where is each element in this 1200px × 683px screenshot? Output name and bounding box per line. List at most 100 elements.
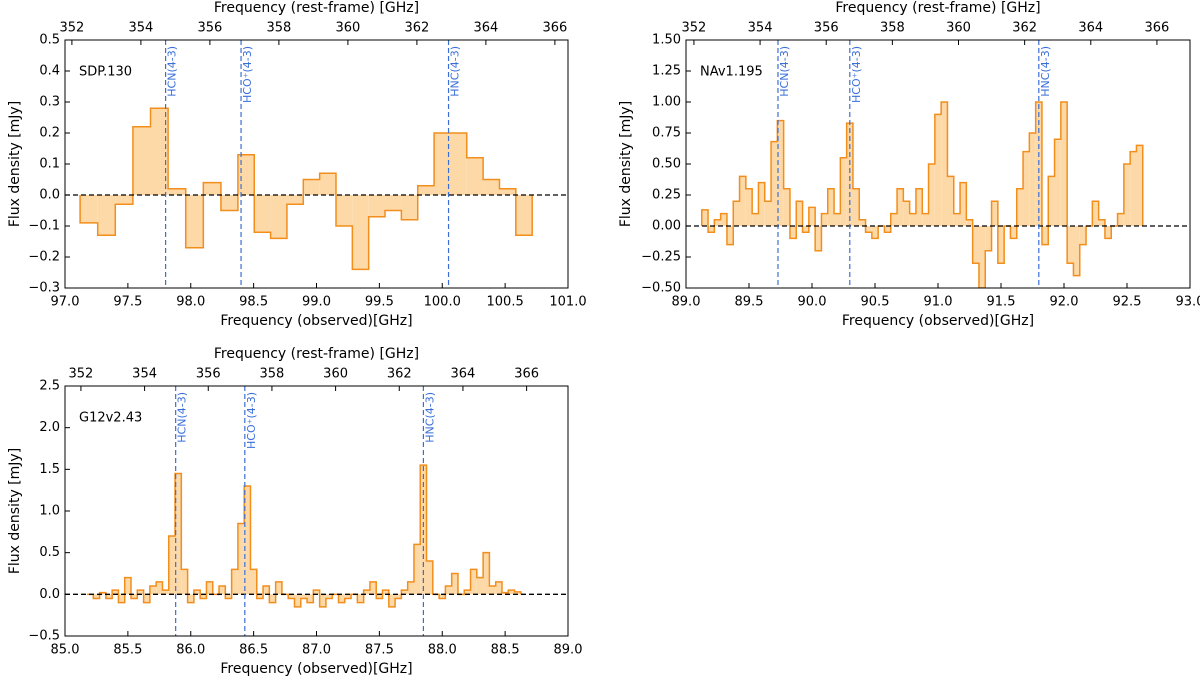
flux-bin-fill	[884, 226, 891, 233]
flux-bin-fill	[909, 213, 916, 226]
flux-bin-fill	[200, 594, 207, 599]
y-tick-label: 0.4	[39, 64, 60, 79]
x2-axis-label: Frequency (rest-frame) [GHz]	[214, 346, 419, 362]
flux-bin-fill	[303, 179, 320, 195]
flux-bin-fill	[137, 590, 144, 595]
y-tick-label: 0.0	[39, 188, 60, 203]
flux-bin-fill	[941, 102, 948, 226]
flux-bin-fill	[972, 226, 979, 264]
flux-bin-fill	[966, 219, 973, 226]
transition-label: HCN(4-3)	[778, 46, 791, 97]
flux-bin-fill	[450, 133, 467, 195]
y-tick-label: −0.2	[28, 250, 60, 265]
flux-bin-fill	[726, 226, 734, 245]
y-tick-label: −0.50	[641, 281, 681, 296]
x-tick-label: 98.5	[239, 295, 268, 310]
spectrum	[87, 464, 522, 608]
panel: HCN(4-3) HCO⁺(4-3) HNC(4-3) 97.0 97.5 98.0 98.…	[7, 0, 587, 329]
flux-bin-fill	[1073, 226, 1080, 276]
x-tick-label: 89.0	[554, 643, 583, 658]
flux-bin-fill	[501, 592, 509, 595]
flux-bin-fill	[143, 594, 150, 603]
flux-bin-fill	[934, 114, 942, 226]
x-tick-label: 87.0	[302, 643, 331, 658]
flux-bin-fill	[269, 594, 276, 603]
x2-tick-label: 364	[1078, 21, 1103, 36]
flux-bin-fill	[1067, 226, 1074, 264]
flux-bin-fill	[149, 586, 157, 595]
flux-bin-fill	[1048, 176, 1055, 226]
flux-bin-fill	[181, 569, 188, 595]
flux-bin-fill	[237, 523, 245, 595]
flux-bin-fill	[1060, 102, 1068, 226]
y-axis-label: Flux density [mJy]	[7, 448, 23, 574]
flux-bin-fill	[827, 188, 835, 226]
flux-bin-fill	[187, 594, 194, 603]
flux-bin-fill	[325, 594, 333, 599]
flux-bin-fill	[1136, 145, 1143, 226]
flux-bin-fill	[225, 594, 232, 599]
x2-tick-label: 362	[1012, 21, 1037, 36]
flux-bin-fill	[105, 594, 113, 599]
flux-bin-fill	[382, 590, 389, 595]
x-tick-label: 91.5	[987, 295, 1016, 310]
step-outline	[701, 101, 1144, 288]
flux-bin-fill	[203, 182, 221, 195]
x-tick-label: 97.0	[51, 295, 80, 310]
flux-bin-fill	[808, 207, 816, 226]
flux-bin-fill	[708, 226, 715, 233]
x-tick-label: 88.0	[428, 643, 457, 658]
x2-tick-label: 366	[1145, 21, 1170, 36]
x2-tick-label: 358	[880, 21, 905, 36]
x2-tick-label: 352	[682, 21, 707, 36]
y-tick-label: 0.5	[39, 545, 60, 560]
flux-bin-fill	[420, 465, 427, 595]
x2-axis-label: Frequency (rest-frame) [GHz]	[214, 0, 419, 16]
flux-bin-fill	[752, 213, 759, 226]
y-tick-label: 0.50	[652, 157, 681, 172]
x2-tick-label: 354	[748, 21, 773, 36]
flux-bin-fill	[376, 594, 383, 599]
y-tick-label: −0.5	[28, 629, 60, 644]
source-name: NAv1.195	[700, 65, 763, 80]
flux-bin-fill	[275, 581, 282, 595]
flux-bin-fill	[388, 594, 396, 607]
flux-bin-fill	[1029, 133, 1036, 226]
flux-bin-fill	[1079, 226, 1087, 245]
flux-bin-fill	[489, 586, 496, 595]
x2-tick-label: 352	[59, 21, 84, 36]
x2-tick-label: 356	[814, 21, 839, 36]
x-tick-label: 89.5	[735, 295, 764, 310]
flux-bin-fill	[701, 209, 709, 226]
flux-bin-fill	[783, 188, 790, 226]
flux-bin-fill	[294, 594, 301, 607]
flux-bin-fill	[80, 195, 98, 223]
flux-bin-fill	[1010, 226, 1017, 239]
flux-bin-fill	[426, 561, 433, 595]
x2-tick-label: 364	[451, 367, 476, 382]
y-tick-label: 0.2	[39, 126, 60, 141]
flux-bin-fill	[344, 594, 352, 599]
flux-bin-fill	[395, 594, 402, 599]
flux-bin-fill	[286, 195, 304, 205]
flux-bin-fill	[758, 182, 765, 226]
flux-bin-fill	[764, 201, 772, 226]
x-tick-label: 101.0	[549, 295, 586, 310]
flux-bin-fill	[250, 569, 257, 595]
flux-bin-fill	[771, 141, 778, 226]
flux-bin-fill	[150, 108, 169, 195]
flux-bin-fill	[185, 195, 204, 248]
flux-bin-fill	[112, 590, 119, 595]
flux-bin-fill	[745, 188, 753, 226]
flux-bin-fill	[115, 195, 133, 205]
flux-bin-fill	[1130, 151, 1137, 226]
y-tick-label: 1.00	[652, 95, 681, 110]
transition-label: HNC(4-3)	[423, 392, 436, 443]
x2-tick-label: 364	[473, 21, 498, 36]
x-tick-label: 99.5	[365, 295, 394, 310]
flux-bin-fill	[470, 569, 477, 595]
x-axis-label: Frequency (observed)[GHz]	[842, 313, 1034, 329]
transition-label: HCN(4-3)	[176, 392, 189, 443]
flux-bin-fill	[368, 195, 386, 217]
x-tick-label: 86.0	[176, 643, 205, 658]
